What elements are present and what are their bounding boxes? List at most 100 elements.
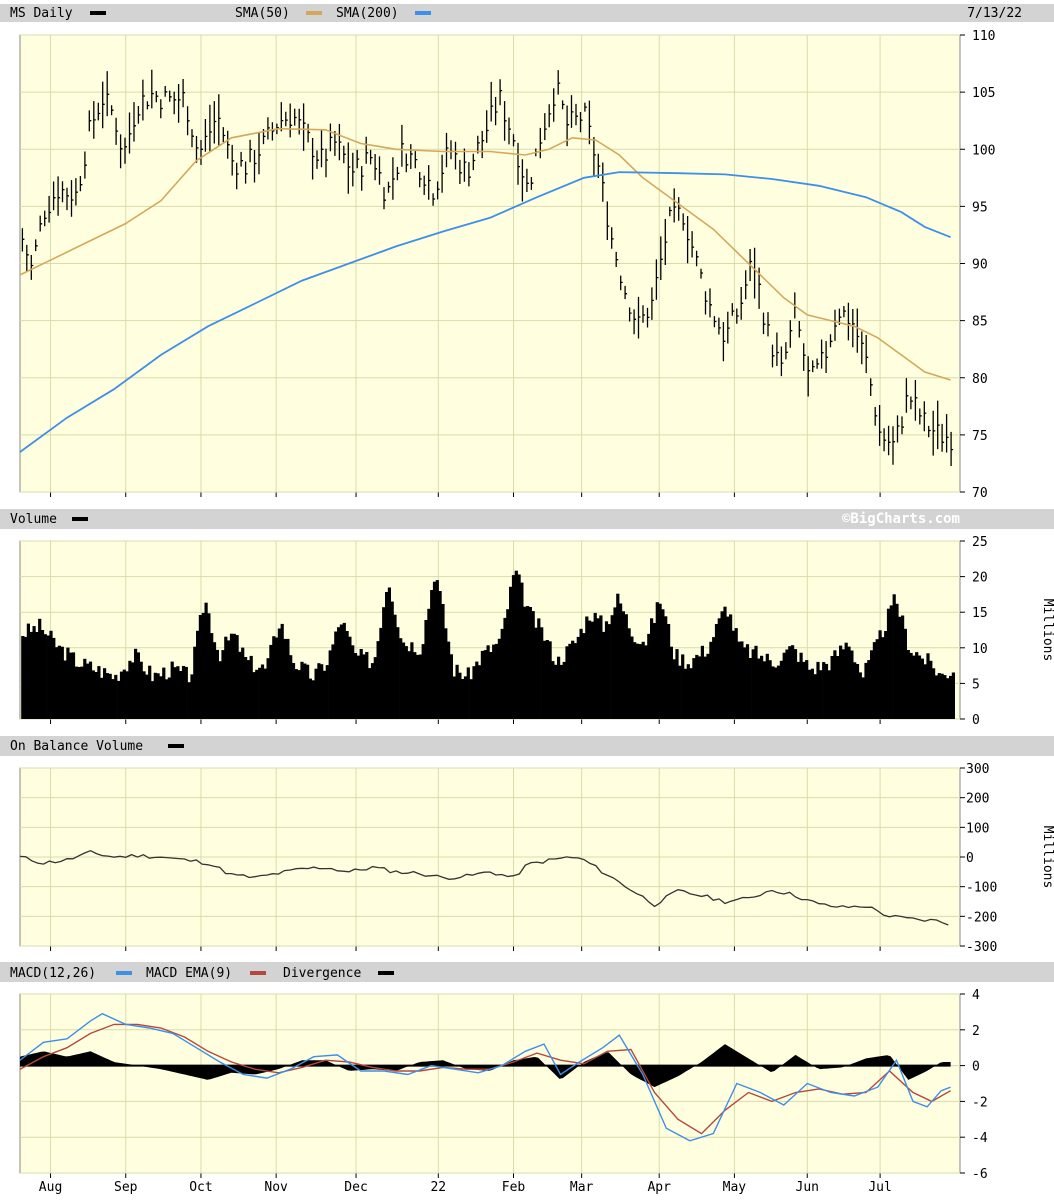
- volume-bar: [726, 616, 730, 719]
- volume-bar: [729, 614, 733, 719]
- volume-bar: [289, 655, 293, 719]
- price-bar: [789, 320, 793, 348]
- price-bar: [160, 99, 163, 119]
- y-tick-label: 100: [966, 821, 989, 836]
- volume-bar: [272, 636, 276, 719]
- price-bar: [928, 425, 931, 438]
- y-tick-label: -6: [972, 1167, 988, 1182]
- price-bar: [155, 91, 159, 103]
- month-label: Aug: [39, 1180, 62, 1195]
- volume-bar: [875, 639, 879, 719]
- volume-y-axis-label: Millions: [1040, 599, 1054, 662]
- price-chart-title: MS Daily: [10, 6, 73, 21]
- price-bar: [142, 79, 145, 121]
- volume-bar: [940, 673, 944, 719]
- price-bar: [244, 161, 248, 184]
- price-bar: [704, 291, 708, 315]
- price-bar: [620, 275, 623, 291]
- price-bar: [660, 236, 663, 280]
- volume-bar: [337, 627, 341, 719]
- price-bar: [361, 166, 364, 191]
- price-bar: [941, 423, 945, 452]
- volume-bar: [652, 623, 657, 719]
- price-bar: [602, 162, 605, 202]
- volume-bar: [63, 660, 67, 719]
- price-bar: [410, 144, 413, 169]
- price-bar: [378, 156, 382, 185]
- price-bar: [387, 181, 391, 193]
- volume-bar: [709, 641, 713, 719]
- price-bar: [240, 151, 244, 167]
- macd-ema-legend-swatch: [250, 971, 266, 975]
- price-bar: [606, 201, 610, 240]
- volume-bar: [492, 644, 496, 719]
- volume-bar: [60, 646, 64, 719]
- volume-bar: [46, 635, 50, 719]
- volume-bar: [630, 636, 634, 719]
- volume-bar: [114, 674, 118, 719]
- volume-bar: [345, 631, 349, 719]
- y-tick-label: 90: [972, 258, 988, 273]
- volume-bar: [142, 671, 146, 719]
- volume-bar: [317, 663, 321, 719]
- obv-title: On Balance Volume: [10, 739, 143, 754]
- price-bar: [762, 312, 766, 335]
- volume-bar: [416, 654, 420, 719]
- price-bar: [119, 134, 123, 169]
- volume-bar: [793, 649, 798, 719]
- price-bar: [21, 228, 25, 252]
- volume-legend-swatch: [72, 517, 88, 521]
- volume-bar: [909, 652, 913, 719]
- y-tick-label: 75: [972, 429, 988, 444]
- volume-bar: [796, 661, 800, 719]
- price-bar: [177, 84, 181, 123]
- volume-bar: [466, 667, 470, 719]
- volume-bar: [359, 649, 363, 719]
- price-bar: [566, 105, 570, 147]
- y-tick-label: 95: [972, 200, 988, 215]
- volume-bar: [311, 680, 315, 719]
- price-bar: [561, 100, 565, 110]
- price-bar: [526, 168, 529, 192]
- price-bar: [432, 193, 436, 206]
- price-bar: [713, 316, 717, 328]
- volume-bar: [173, 667, 177, 719]
- volume-bar: [655, 602, 659, 719]
- volume-bar: [458, 672, 462, 719]
- price-bar: [722, 322, 726, 362]
- macd-legend-swatch: [116, 971, 132, 975]
- macd-header-bar: [0, 962, 1054, 982]
- volume-bar: [588, 620, 592, 719]
- volume-bar: [839, 645, 843, 719]
- volume-bar: [368, 668, 372, 719]
- price-bar: [173, 91, 177, 115]
- volume-bar: [554, 664, 558, 719]
- price-bar: [441, 154, 445, 193]
- volume-bar: [441, 604, 445, 719]
- volume-bar: [644, 645, 648, 719]
- volume-bar: [148, 665, 152, 719]
- macd-legend-label: MACD(12,26): [10, 966, 96, 981]
- volume-bar: [926, 653, 930, 719]
- volume-bar: [816, 661, 820, 719]
- volume-bar: [252, 672, 256, 719]
- volume-bar: [407, 651, 411, 719]
- volume-bar: [714, 624, 719, 719]
- price-bar: [771, 344, 775, 368]
- price-bar: [70, 180, 74, 217]
- price-bar: [374, 154, 378, 181]
- volume-bar: [145, 674, 149, 719]
- price-bar: [84, 151, 87, 179]
- price-bar: [302, 103, 306, 151]
- volume-bar: [562, 661, 566, 719]
- price-bar: [128, 112, 132, 154]
- price-bar: [807, 356, 811, 397]
- price-bar: [825, 341, 829, 373]
- volume-bar: [686, 664, 690, 719]
- volume-bar: [929, 660, 933, 719]
- volume-bar: [328, 650, 332, 719]
- volume-bar: [819, 670, 823, 719]
- volume-bar: [179, 671, 183, 719]
- volume-bar: [306, 664, 310, 719]
- price-bar: [669, 206, 672, 217]
